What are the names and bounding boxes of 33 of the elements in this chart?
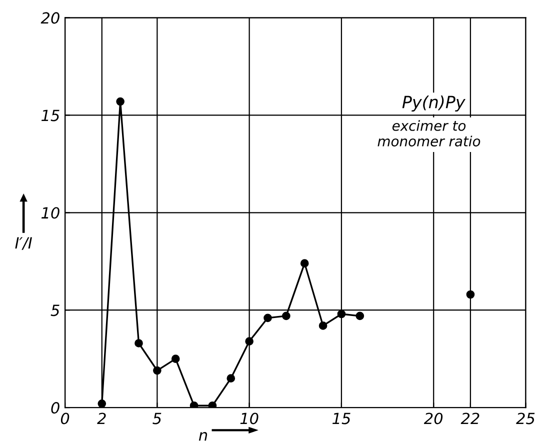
y-tick-label: 5 xyxy=(50,304,60,316)
y-tick-label: 0 xyxy=(51,402,60,414)
x-tick-label: 20 xyxy=(424,412,443,424)
point xyxy=(134,339,143,348)
annotation: Py(n)Py xyxy=(402,95,466,112)
point xyxy=(226,374,236,382)
point xyxy=(208,401,217,408)
x-tick-label: 2 xyxy=(97,412,106,424)
point xyxy=(300,259,309,268)
point xyxy=(116,97,124,106)
x-tick-label: 5 xyxy=(152,412,162,424)
x-axis-title: n xyxy=(198,432,208,441)
point xyxy=(153,366,162,375)
point xyxy=(356,312,364,320)
y-tick-label: 15 xyxy=(41,110,60,122)
x-tick-label: 22 xyxy=(460,412,480,424)
point xyxy=(282,312,290,320)
point xyxy=(98,399,106,408)
y-tick-label: 20 xyxy=(40,12,60,24)
y-axis-title: I′/I xyxy=(15,237,32,250)
point xyxy=(190,401,198,408)
y-tick-label: 10 xyxy=(41,207,60,219)
point xyxy=(264,314,272,322)
x-tick-label: 10 xyxy=(240,412,258,424)
x-tick-label: 25 xyxy=(516,412,535,424)
point xyxy=(171,354,180,363)
x-tick-label: 15 xyxy=(332,412,350,424)
x-tick-label: 0 xyxy=(60,412,70,424)
point xyxy=(318,322,328,330)
point xyxy=(466,290,475,299)
annotation: excimer to monomer ratio xyxy=(378,120,480,146)
point xyxy=(337,310,346,318)
point xyxy=(245,337,254,346)
